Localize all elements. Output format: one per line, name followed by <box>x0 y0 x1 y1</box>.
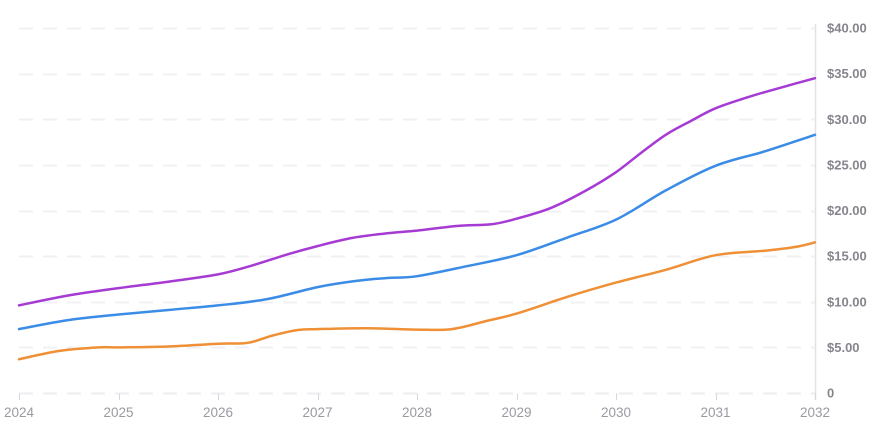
x-axis-label-2030: 2030 <box>601 405 631 420</box>
x-axis-label-2032: 2032 <box>800 405 830 420</box>
x-axis-label-2025: 2025 <box>103 405 133 420</box>
upper-purple-series-line[interactable] <box>17 76 817 307</box>
y-axis-label-25: $25.00 <box>827 157 867 172</box>
x-axis-label-2028: 2028 <box>402 405 432 420</box>
x-axis-label-2029: 2029 <box>501 405 531 420</box>
x-axis-label-2026: 2026 <box>203 405 233 420</box>
lower-orange-series-line[interactable] <box>17 241 817 361</box>
y-axis-label-15: $15.00 <box>827 249 867 264</box>
middle-blue-series-line[interactable] <box>17 133 817 331</box>
y-axis-label-20: $20.00 <box>827 203 867 218</box>
y-axis-label-10: $10.00 <box>827 294 867 309</box>
y-axis-label-5: $5.00 <box>827 340 860 355</box>
y-axis-label-40: $40.00 <box>827 21 867 36</box>
y-axis-label-30: $30.00 <box>827 112 867 127</box>
y-axis-label-35: $35.00 <box>827 66 867 81</box>
x-axis-label-2031: 2031 <box>700 405 730 420</box>
y-axis-label-0: 0 <box>827 386 834 401</box>
x-axis-label-2027: 2027 <box>302 405 332 420</box>
x-axis-label-2024: 2024 <box>4 405 35 420</box>
